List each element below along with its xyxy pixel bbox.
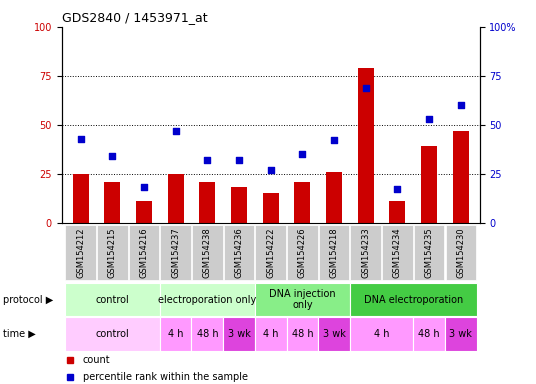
Text: control: control — [95, 329, 129, 339]
Text: GSM154218: GSM154218 — [330, 227, 339, 278]
Point — [330, 137, 338, 144]
Text: 48 h: 48 h — [292, 329, 313, 339]
Bar — [223, 318, 255, 351]
Text: GSM154216: GSM154216 — [139, 227, 148, 278]
Bar — [351, 225, 381, 280]
Bar — [445, 318, 477, 351]
Text: 4 h: 4 h — [168, 329, 183, 339]
Text: 4 h: 4 h — [374, 329, 389, 339]
Bar — [65, 318, 160, 351]
Text: GSM154230: GSM154230 — [456, 227, 465, 278]
Text: 3 wk: 3 wk — [323, 329, 346, 339]
Text: GSM154226: GSM154226 — [298, 227, 307, 278]
Bar — [445, 225, 476, 280]
Text: percentile rank within the sample: percentile rank within the sample — [83, 372, 248, 382]
Point — [140, 184, 148, 190]
Text: GSM154236: GSM154236 — [235, 227, 243, 278]
Text: GSM154234: GSM154234 — [393, 227, 402, 278]
Point — [172, 127, 180, 134]
Text: GSM154215: GSM154215 — [108, 227, 117, 278]
Text: 4 h: 4 h — [263, 329, 278, 339]
Bar — [287, 225, 317, 280]
Point — [393, 186, 401, 192]
Point — [457, 102, 465, 108]
Bar — [350, 318, 413, 351]
Text: protocol ▶: protocol ▶ — [3, 295, 53, 305]
Text: control: control — [95, 295, 129, 305]
Text: GDS2840 / 1453971_at: GDS2840 / 1453971_at — [62, 11, 207, 24]
Text: time ▶: time ▶ — [3, 329, 35, 339]
Bar — [129, 225, 159, 280]
Text: 3 wk: 3 wk — [449, 329, 472, 339]
Bar — [168, 174, 183, 223]
Bar — [414, 225, 444, 280]
Bar — [319, 225, 349, 280]
Bar — [224, 225, 254, 280]
Text: count: count — [83, 354, 110, 364]
Bar — [160, 225, 191, 280]
Point — [361, 84, 370, 91]
Bar — [255, 318, 287, 351]
Point — [266, 167, 275, 173]
Text: electroporation only: electroporation only — [158, 295, 256, 305]
Bar — [390, 201, 405, 223]
Bar — [231, 187, 247, 223]
Bar — [160, 318, 191, 351]
Text: 48 h: 48 h — [418, 329, 440, 339]
Bar — [294, 182, 310, 223]
Bar — [421, 146, 437, 223]
Text: GSM154212: GSM154212 — [76, 227, 85, 278]
Point — [76, 136, 85, 142]
Bar — [192, 225, 222, 280]
Text: 48 h: 48 h — [197, 329, 218, 339]
Point — [425, 116, 433, 122]
Bar — [136, 201, 152, 223]
Bar — [65, 283, 160, 316]
Bar — [97, 225, 128, 280]
Text: GSM154222: GSM154222 — [266, 227, 275, 278]
Bar — [255, 283, 350, 316]
Text: GSM154233: GSM154233 — [361, 227, 370, 278]
Bar — [287, 318, 318, 351]
Text: GSM154238: GSM154238 — [203, 227, 212, 278]
Bar — [191, 318, 223, 351]
Bar — [160, 283, 255, 316]
Text: 3 wk: 3 wk — [228, 329, 250, 339]
Bar — [318, 318, 350, 351]
Point — [108, 153, 117, 159]
Text: GSM154237: GSM154237 — [171, 227, 180, 278]
Bar — [263, 194, 279, 223]
Text: DNA injection
only: DNA injection only — [269, 289, 336, 310]
Bar — [73, 174, 88, 223]
Bar — [326, 172, 342, 223]
Point — [298, 151, 307, 157]
Bar — [105, 182, 120, 223]
Bar — [65, 225, 96, 280]
Text: DNA electroporation: DNA electroporation — [363, 295, 463, 305]
Bar — [358, 68, 374, 223]
Bar — [350, 283, 477, 316]
Bar — [382, 225, 413, 280]
Point — [235, 157, 243, 163]
Bar — [453, 131, 468, 223]
Bar — [199, 182, 215, 223]
Point — [203, 157, 212, 163]
Text: GSM154235: GSM154235 — [425, 227, 434, 278]
Bar — [256, 225, 286, 280]
Bar — [413, 318, 445, 351]
